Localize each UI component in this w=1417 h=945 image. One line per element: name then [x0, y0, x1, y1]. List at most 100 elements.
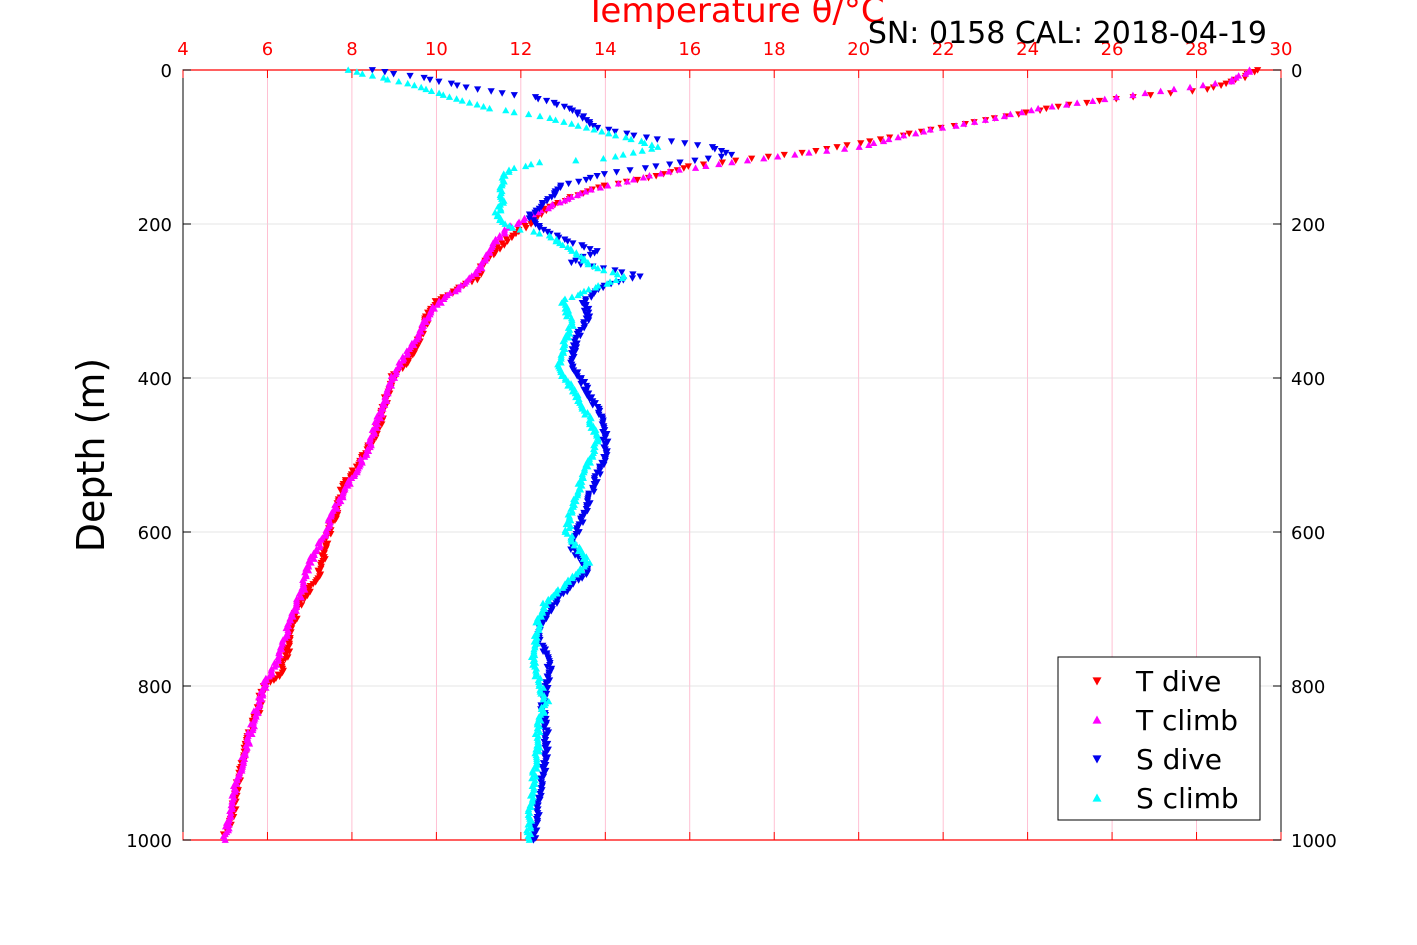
- data-point: [952, 122, 960, 129]
- data-point: [1006, 110, 1014, 118]
- data-point: [586, 246, 594, 253]
- legend-label: T dive: [1135, 665, 1221, 698]
- data-point: [585, 317, 593, 324]
- data-point: [406, 72, 414, 80]
- data-point: [344, 66, 352, 73]
- data-point: [1251, 69, 1259, 76]
- data-point: [626, 167, 634, 174]
- data-point: [604, 182, 612, 189]
- data-point: [563, 530, 571, 537]
- data-point: [551, 192, 559, 199]
- data-point: [560, 118, 568, 125]
- x-tick-label: 10: [425, 39, 448, 60]
- data-point: [722, 149, 730, 157]
- data-point: [437, 299, 445, 306]
- data-point: [654, 143, 662, 150]
- data-point: [579, 519, 587, 526]
- data-point: [552, 237, 560, 245]
- data-point: [694, 142, 702, 149]
- data-point: [578, 566, 586, 574]
- data-point: [247, 720, 255, 728]
- data-point: [574, 291, 582, 299]
- data-point: [619, 151, 627, 158]
- data-point: [573, 373, 581, 380]
- data-point: [567, 259, 576, 267]
- data-point: [556, 198, 564, 206]
- data-point: [492, 237, 501, 245]
- data-point: [612, 276, 620, 283]
- data-point: [586, 121, 594, 128]
- data-point: [539, 684, 548, 691]
- data-point: [221, 822, 230, 830]
- data-point: [525, 110, 533, 118]
- data-point: [586, 313, 594, 320]
- x-tick-label: 30: [1270, 39, 1293, 60]
- data-point: [586, 559, 594, 566]
- data-point: [569, 322, 577, 329]
- data-point: [537, 613, 546, 620]
- data-point: [373, 412, 381, 420]
- data-point: [417, 83, 425, 91]
- data-point: [691, 164, 700, 171]
- data-point: [575, 577, 583, 584]
- data-point: [568, 247, 576, 254]
- data-point: [840, 145, 849, 152]
- data-point: [249, 726, 257, 734]
- data-point: [760, 154, 768, 162]
- data-point: [1089, 97, 1097, 104]
- data-point: [586, 174, 594, 182]
- data-point: [920, 128, 928, 135]
- data-point: [560, 103, 568, 111]
- data-point: [586, 500, 594, 507]
- data-point: [611, 128, 619, 136]
- data-point: [516, 226, 524, 233]
- data-point: [580, 244, 588, 251]
- data-point: [543, 198, 551, 205]
- x-tick-label: 28: [1185, 39, 1208, 60]
- data-point: [563, 312, 571, 320]
- chart-subtitle: SN: 0158 CAL: 2018-04-19: [868, 16, 1267, 51]
- data-point: [622, 133, 630, 141]
- data-point: [629, 271, 637, 278]
- data-point: [866, 138, 874, 145]
- data-point: [648, 141, 656, 148]
- data-point: [551, 116, 560, 123]
- data-point: [732, 157, 740, 165]
- data-point: [587, 186, 595, 193]
- data-point: [379, 74, 388, 81]
- data-point: [259, 692, 267, 699]
- data-point: [558, 372, 566, 379]
- data-point: [1217, 82, 1225, 89]
- data-point: [310, 555, 318, 562]
- data-point: [465, 99, 474, 106]
- data-point: [522, 224, 530, 232]
- data-point: [580, 378, 589, 386]
- data-point: [1211, 79, 1219, 87]
- data-point: [717, 153, 726, 161]
- data-point: [553, 101, 561, 109]
- data-point: [594, 124, 602, 132]
- data-point: [704, 155, 712, 163]
- data-point: [542, 762, 550, 769]
- data-point: [1246, 68, 1254, 75]
- data-point: [439, 91, 447, 98]
- data-point: [473, 101, 481, 108]
- data-point: [592, 283, 600, 291]
- data-point: [1034, 104, 1042, 112]
- data-point: [472, 270, 480, 277]
- data-point: [586, 396, 594, 403]
- data-point: [547, 233, 555, 241]
- data-point: [614, 180, 623, 187]
- data-point: [823, 147, 831, 154]
- data-point: [565, 180, 573, 188]
- data-point: [540, 773, 548, 781]
- data-point: [585, 305, 593, 313]
- data-point: [578, 478, 586, 485]
- data-point: [981, 116, 990, 123]
- data-point: [496, 246, 504, 253]
- data-point: [520, 216, 528, 224]
- data-point: [522, 162, 530, 170]
- data-point: [717, 147, 726, 155]
- data-point: [583, 392, 591, 399]
- data-point: [630, 132, 638, 140]
